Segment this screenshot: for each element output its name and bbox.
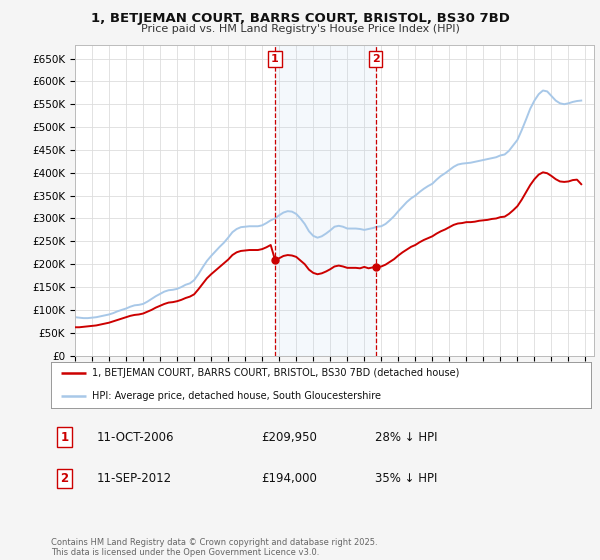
Text: 1, BETJEMAN COURT, BARRS COURT, BRISTOL, BS30 7BD: 1, BETJEMAN COURT, BARRS COURT, BRISTOL,… — [91, 12, 509, 25]
Text: 2: 2 — [61, 472, 68, 485]
Text: 1, BETJEMAN COURT, BARRS COURT, BRISTOL, BS30 7BD (detached house): 1, BETJEMAN COURT, BARRS COURT, BRISTOL,… — [91, 368, 459, 378]
Text: 35% ↓ HPI: 35% ↓ HPI — [375, 472, 437, 485]
Text: 11-OCT-2006: 11-OCT-2006 — [97, 431, 175, 444]
Text: 28% ↓ HPI: 28% ↓ HPI — [375, 431, 437, 444]
Text: Price paid vs. HM Land Registry's House Price Index (HPI): Price paid vs. HM Land Registry's House … — [140, 24, 460, 34]
Text: 1: 1 — [61, 431, 68, 444]
Text: Contains HM Land Registry data © Crown copyright and database right 2025.
This d: Contains HM Land Registry data © Crown c… — [51, 538, 377, 557]
Bar — [275, 45, 376, 356]
Text: 1: 1 — [271, 54, 279, 64]
Text: £194,000: £194,000 — [262, 472, 317, 485]
Text: HPI: Average price, detached house, South Gloucestershire: HPI: Average price, detached house, Sout… — [91, 391, 380, 401]
Text: 2: 2 — [372, 54, 379, 64]
Text: £209,950: £209,950 — [262, 431, 317, 444]
Text: 11-SEP-2012: 11-SEP-2012 — [97, 472, 172, 485]
